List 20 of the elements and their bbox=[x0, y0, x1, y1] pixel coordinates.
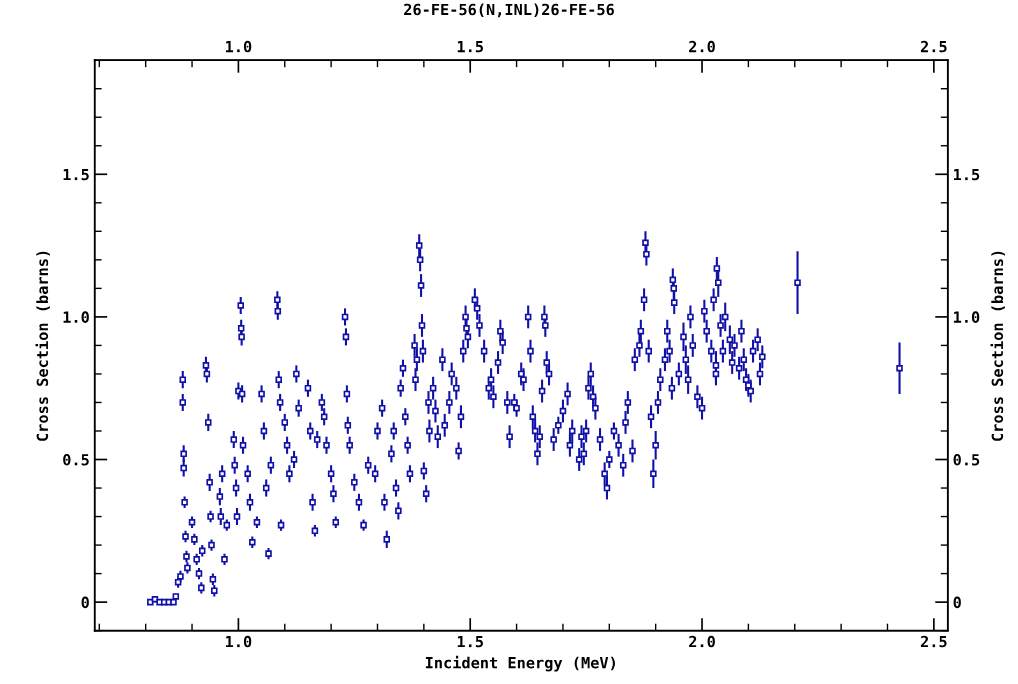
y2-tick-label: 0 bbox=[953, 596, 961, 609]
y-tick-label: 1.0 bbox=[63, 311, 89, 323]
y2-axis-title: Cross Section (barns) bbox=[990, 251, 1005, 441]
x-tick-label: 2.5 bbox=[920, 635, 947, 648]
y2-tick-label: 0.5 bbox=[953, 453, 980, 466]
y-tick-label: 0 bbox=[81, 596, 89, 609]
y-axis-title: Cross Section (barns) bbox=[35, 251, 50, 441]
x2-tick-label: 1.5 bbox=[457, 41, 483, 53]
x-axis-title: Incident Energy (MeV) bbox=[425, 655, 615, 672]
y-tick-label: 1.5 bbox=[63, 168, 89, 181]
x-tick-label: 1.5 bbox=[457, 635, 483, 648]
chart-title: 26-FE-56(N,INL)26-FE-56 bbox=[404, 3, 614, 18]
y-tick-label: 0.5 bbox=[63, 453, 89, 466]
x-tick-label: 2.0 bbox=[689, 635, 715, 648]
x-tick-label: 1.0 bbox=[226, 635, 252, 648]
x2-tick-label: 2.5 bbox=[920, 40, 947, 53]
y2-tick-label: 1.5 bbox=[954, 168, 980, 181]
x2-tick-label: 2.0 bbox=[689, 40, 715, 53]
x2-tick-label: 1.0 bbox=[226, 40, 252, 53]
y2-tick-label: 1.0 bbox=[954, 311, 980, 323]
